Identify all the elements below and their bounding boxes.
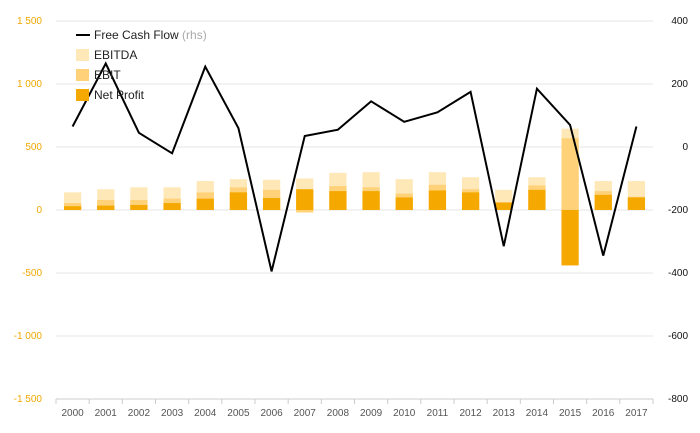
legend-label-suffix: (rhs) (179, 28, 207, 42)
bar-net-profit (262, 198, 281, 210)
x-tick-label: 2003 (161, 408, 184, 419)
y-right-tick-label: -200 (668, 205, 688, 216)
x-tick-label: 2009 (360, 408, 383, 419)
y-right-tick-label: 200 (671, 79, 688, 90)
y-left-tick-label: 0 (36, 205, 42, 216)
legend-label: EBITDA (94, 48, 137, 62)
bar-ebit (97, 199, 115, 210)
line-free-cash-flow (71, 61, 638, 272)
bar-net-profit (63, 206, 82, 210)
y-left-tick-label: -500 (22, 268, 42, 279)
y-right-tick-label: -400 (668, 268, 688, 279)
bar-net-profit (627, 197, 646, 210)
x-tick-label: 2013 (493, 408, 516, 419)
bar-net-profit (296, 189, 314, 210)
x-tick-label: 2007 (294, 408, 317, 419)
x-tick-label: 2017 (625, 408, 648, 419)
legend-icon-box (76, 69, 89, 81)
x-tick-label: 2012 (459, 408, 482, 419)
bar-net-profit (594, 194, 612, 210)
x-tick-label: 2006 (260, 408, 283, 419)
bar-ebit (561, 138, 579, 210)
bar-net-profit (97, 205, 115, 210)
x-tick-label: 2002 (128, 408, 151, 419)
bar-net-profit (362, 191, 380, 210)
bar-net-profit (229, 192, 248, 210)
y-left-tick-label: -1 000 (14, 331, 43, 342)
x-tick-label: 2000 (61, 408, 84, 419)
y-right-tick-label: -600 (668, 331, 688, 342)
x-tick-label: 2008 (327, 408, 350, 419)
x-tick-label: 2004 (194, 408, 217, 419)
legend-icon-box (76, 49, 89, 61)
x-tick-label: 2011 (427, 408, 449, 419)
bar-net-profit (130, 204, 148, 210)
x-tick-label: 2016 (592, 408, 615, 419)
bar-ebit (130, 199, 148, 210)
legend-label: Net Profit (94, 88, 145, 102)
legend-label: Free Cash Flow (rhs) (94, 28, 207, 42)
bar-net-profit (395, 197, 413, 210)
y-right-tick-label: 0 (682, 142, 688, 153)
bar-net-profit (163, 203, 181, 210)
bar-net-profit (196, 198, 214, 210)
y-right-tick-label: 400 (671, 16, 688, 27)
x-tick-label: 2001 (95, 408, 118, 419)
bar-net-profit (329, 191, 347, 210)
x-tick-label: 2015 (559, 408, 582, 419)
y-right-tick-label: -800 (668, 394, 688, 405)
bar-net-profit (528, 189, 546, 210)
x-tick-label: 2010 (393, 408, 416, 419)
x-tick-label: 2014 (526, 408, 549, 419)
y-left-tick-label: 1 000 (17, 79, 42, 90)
x-tick-label: 2005 (227, 408, 250, 419)
bar-net-profit (461, 192, 480, 210)
y-left-tick-label: -1 500 (14, 394, 43, 405)
legend-label: EBIT (94, 68, 121, 82)
bar-net-profit (561, 210, 579, 266)
bar-net-profit (428, 190, 447, 210)
bar-net-profit (495, 202, 513, 210)
y-left-tick-label: 500 (25, 142, 42, 153)
y-left-tick-label: 1 500 (17, 16, 42, 27)
legend-icon-box (76, 89, 89, 101)
bar-ebit-negative (296, 210, 314, 213)
